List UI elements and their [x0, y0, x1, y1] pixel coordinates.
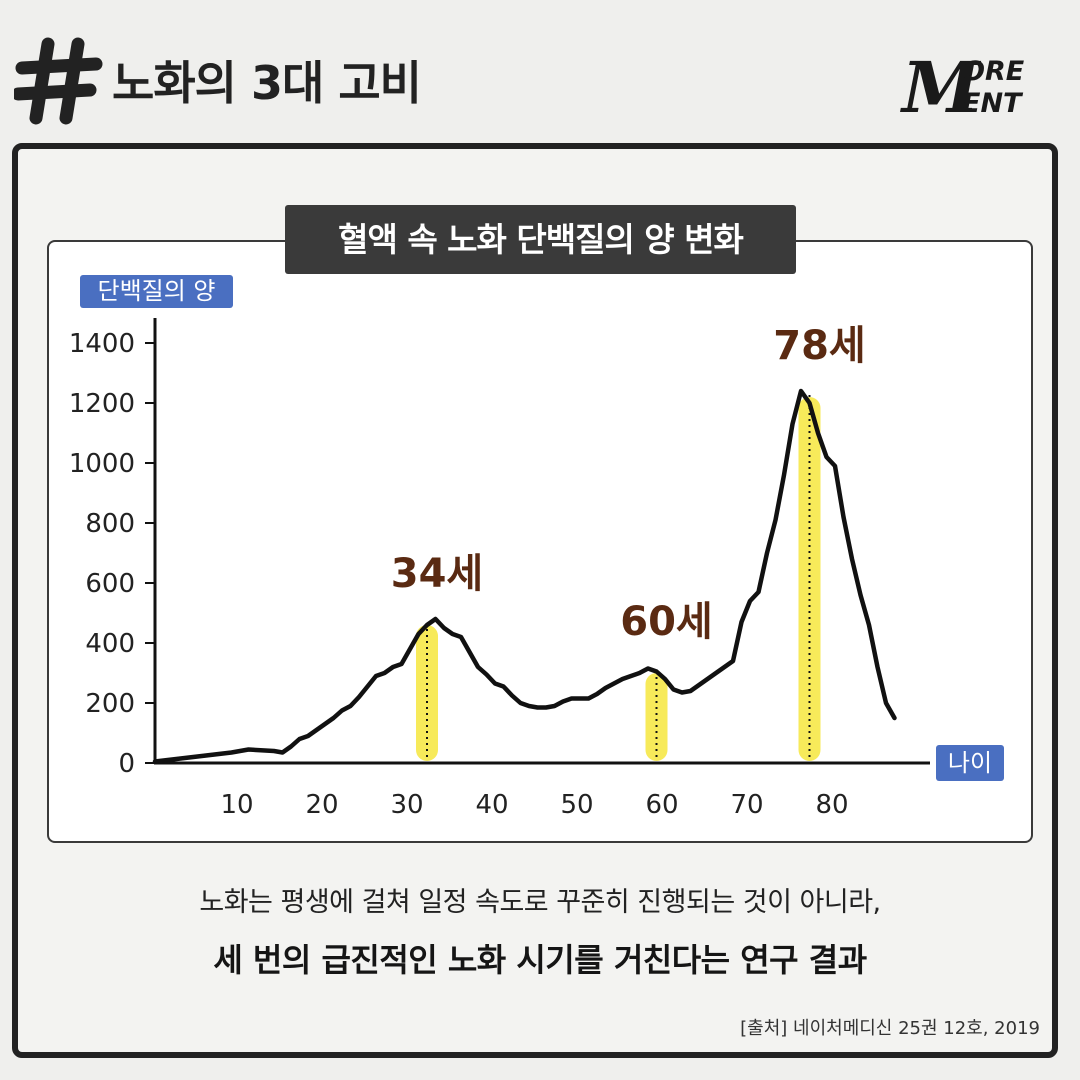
y-tick-label: 1400 [69, 329, 135, 359]
series-line [152, 388, 897, 764]
x-tick-label: 80 [815, 790, 848, 820]
peak-label: 78세 [773, 323, 865, 369]
x-tick-label: 70 [730, 790, 763, 820]
peak-highlight-bar [416, 625, 438, 761]
logo: M ORE ENT [900, 50, 1025, 120]
y-axis-label: 단백질의 양 [80, 275, 233, 308]
x-tick-label: 40 [475, 790, 508, 820]
description-line-2: 세 번의 급진적인 노화 시기를 거친다는 연구 결과 [213, 941, 867, 979]
logo-initial: M [900, 50, 982, 120]
peak-label: 34세 [391, 551, 483, 597]
chart-panel [47, 240, 1033, 843]
x-tick-label: 10 [220, 790, 253, 820]
x-tick-label: 60 [645, 790, 678, 820]
page-title: 노화의 3대 고비 [112, 56, 422, 110]
y-tick-label: 800 [85, 509, 135, 539]
x-axis-label: 나이 [936, 745, 1004, 781]
source-citation: [출처] 네이처메디신 25권 12호, 2019 [740, 1018, 1040, 1039]
description-line-1: 노화는 평생에 걸쳐 일정 속도로 꾸준히 진행되는 것이 아니라, [199, 887, 881, 918]
y-tick-label: 600 [85, 569, 135, 599]
y-tick-label: 1000 [69, 449, 135, 479]
logo-text-bottom: ENT [962, 88, 1024, 119]
hash-icon [14, 37, 103, 125]
peak-highlight-bar [798, 397, 821, 761]
peak-highlight-bar [645, 673, 668, 761]
x-tick-label: 30 [390, 790, 423, 820]
chart-title: 혈액 속 노화 단백질의 양 변화 [285, 205, 796, 274]
x-tick-label: 50 [560, 790, 593, 820]
logo-text-top: ORE [962, 56, 1025, 87]
y-tick-label: 200 [85, 689, 135, 719]
y-tick-label: 400 [85, 629, 135, 659]
y-tick-label: 1200 [69, 389, 135, 419]
peak-label: 60세 [620, 599, 712, 645]
x-tick-label: 20 [305, 790, 338, 820]
y-tick-label: 0 [118, 749, 135, 779]
